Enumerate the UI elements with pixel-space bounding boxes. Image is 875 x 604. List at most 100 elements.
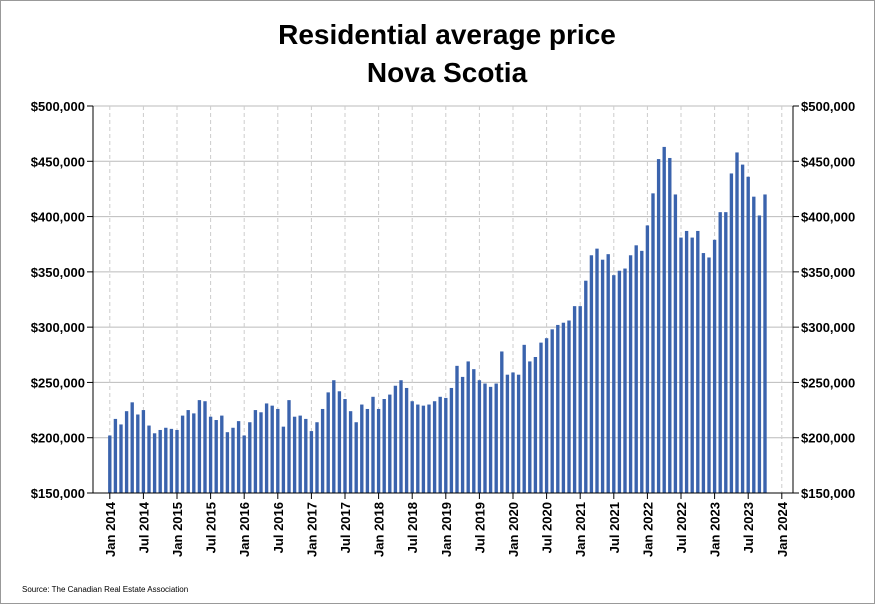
bar [332, 380, 336, 493]
bar [735, 152, 739, 493]
bar [130, 402, 134, 493]
bar [365, 408, 370, 493]
chart-title: Residential average price [278, 19, 616, 50]
bar [264, 403, 269, 493]
bar [718, 212, 722, 494]
bar [696, 230, 700, 493]
bar [690, 237, 694, 493]
bar [449, 387, 454, 493]
bar [746, 176, 750, 493]
chart-subtitle: Nova Scotia [367, 57, 528, 88]
bar [432, 401, 437, 493]
bar [455, 365, 459, 493]
bar [343, 399, 347, 493]
bar [651, 193, 655, 493]
bar [511, 372, 515, 493]
bar [376, 408, 381, 493]
x-tick-label: Jul 2022 [674, 502, 689, 553]
bar [544, 338, 549, 493]
y2-tick-label: $250,000 [801, 375, 855, 390]
x-tick-label: Jul 2016 [271, 502, 286, 553]
bar [628, 255, 633, 493]
bar [152, 433, 157, 493]
bar [617, 270, 622, 493]
bar [427, 404, 431, 493]
y2-tick-label: $200,000 [801, 431, 855, 446]
bar [180, 415, 185, 493]
bar [444, 397, 448, 493]
bar [522, 344, 526, 493]
bar [315, 422, 319, 493]
y-tick-label: $450,000 [31, 154, 85, 169]
bar [656, 159, 661, 493]
bar [236, 421, 241, 493]
bar [494, 383, 498, 493]
bar [701, 253, 706, 493]
bar [404, 387, 409, 493]
bar [147, 425, 151, 493]
bar [472, 369, 476, 493]
bar [197, 400, 202, 493]
bar [136, 414, 140, 493]
bar [242, 435, 246, 493]
y2-tick-label: $150,000 [801, 486, 855, 501]
bar [488, 386, 493, 493]
bar [371, 396, 375, 493]
bar [729, 173, 734, 493]
x-tick-label: Jul 2019 [472, 502, 487, 553]
bar [724, 212, 728, 494]
y2-tick-label: $400,000 [801, 210, 855, 225]
bar [399, 380, 403, 493]
bar [382, 399, 386, 493]
bar [248, 422, 252, 493]
bar [438, 396, 442, 493]
bar [556, 324, 560, 493]
x-tick-label: Jul 2023 [741, 502, 756, 553]
bar [477, 380, 482, 493]
x-tick-label: Jul 2017 [338, 502, 353, 553]
y-tick-label: $300,000 [31, 320, 85, 335]
bar [572, 306, 577, 493]
x-tick-label: Jul 2014 [136, 501, 151, 553]
x-tick-label: Jan 2022 [640, 502, 655, 557]
bar [164, 427, 168, 493]
y-tick-label: $350,000 [31, 265, 85, 280]
bar [292, 416, 297, 493]
x-tick-label: Jan 2016 [237, 502, 252, 557]
x-tick-label: Jul 2021 [607, 502, 622, 553]
bar [645, 225, 650, 493]
bar [763, 194, 767, 493]
y-tick-label: $200,000 [31, 431, 85, 446]
bar [175, 429, 179, 493]
bar [276, 408, 280, 493]
bar [567, 320, 571, 493]
bar [460, 376, 465, 493]
bar [253, 410, 258, 493]
x-tick-label: Jul 2018 [405, 502, 420, 553]
bar [231, 427, 235, 493]
bar [320, 408, 325, 493]
bar [516, 374, 521, 493]
bar [354, 422, 358, 493]
bar [410, 401, 414, 493]
bar [752, 196, 756, 493]
x-tick-label: Jul 2020 [540, 502, 555, 553]
bar [203, 401, 207, 493]
bar [141, 410, 146, 493]
bar [662, 146, 666, 493]
bar [225, 432, 230, 493]
y-tick-label: $250,000 [31, 375, 85, 390]
x-tick-label: Jan 2023 [708, 502, 723, 557]
x-tick-label: Jan 2020 [506, 502, 521, 557]
bar [169, 428, 174, 493]
bar [740, 164, 745, 494]
bar [578, 306, 582, 493]
x-tick-label: Jan 2021 [573, 502, 588, 557]
bar [640, 250, 644, 493]
bar [483, 383, 487, 493]
bar [623, 268, 627, 493]
bar [220, 415, 224, 493]
bar [634, 245, 638, 493]
bar [505, 374, 510, 493]
